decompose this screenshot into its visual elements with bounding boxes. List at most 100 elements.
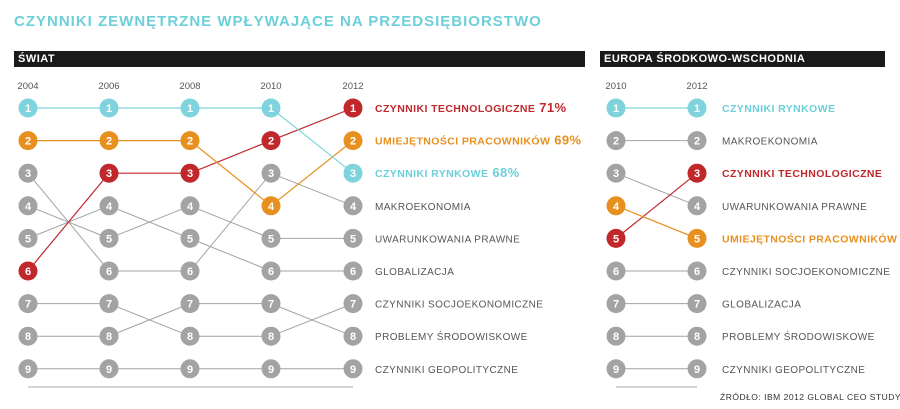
ce-rank-number: 3 (694, 168, 700, 180)
ce-rank-number: 8 (694, 331, 700, 343)
world-rank-number: 9 (350, 364, 356, 376)
world-rank-number: 4 (187, 201, 194, 213)
world-rank-number: 1 (187, 103, 193, 115)
world-rank-marker (261, 326, 281, 346)
world-series-line (270, 303, 354, 337)
world-series-line (270, 107, 354, 174)
world-rank-marker (180, 261, 200, 281)
ce-series-label: UMIEJĘTNOŚCI PRACOWNIKÓW (722, 232, 897, 245)
world-rank-marker (343, 228, 363, 248)
ce-rank-number: 4 (613, 201, 620, 213)
ce-rank-marker (606, 196, 626, 216)
ce-rank-number: 5 (694, 233, 700, 245)
ce-series-label: UWARUNKOWANIA PRAWNE (722, 202, 867, 213)
world-rank-marker (261, 294, 281, 314)
ce-rank-marker (606, 98, 626, 118)
world-rank-marker (18, 196, 38, 216)
world-series-label: CZYNNIKI TECHNOLOGICZNE 71% (375, 100, 567, 115)
world-rank-marker (99, 294, 119, 314)
world-rank-marker (18, 359, 38, 379)
world-series-line (27, 172, 110, 272)
ce-series-line (615, 172, 698, 239)
world-series-line (189, 237, 272, 272)
ce-rank-number: 6 (613, 266, 619, 278)
ce-rank-number: 6 (694, 266, 700, 278)
ce-rank-marker (687, 131, 707, 151)
world-rank-marker (99, 228, 119, 248)
world-rank-marker (180, 196, 200, 216)
world-value-label: 71% (539, 100, 566, 115)
world-rank-marker (180, 294, 200, 314)
world-rank-number: 5 (350, 233, 356, 245)
world-rank-marker (18, 228, 38, 248)
world-rank-marker (18, 261, 38, 281)
world-rank-number: 4 (268, 201, 275, 213)
ce-rank-marker (687, 326, 707, 346)
world-year-label: 2004 (17, 81, 38, 92)
ce-rank-marker (606, 261, 626, 281)
world-series-label: UMIEJĘTNOŚCI PRACOWNIKÓW 69% (375, 133, 582, 148)
world-rank-number: 8 (268, 331, 274, 343)
ce-rank-marker (606, 359, 626, 379)
world-rank-marker (343, 359, 363, 379)
world-series-label: UWARUNKOWANIA PRAWNE (375, 234, 520, 245)
world-series-line (108, 205, 191, 239)
world-rank-marker (180, 98, 200, 118)
world-rank-number: 7 (350, 299, 356, 311)
world-rank-number: 9 (268, 364, 274, 376)
world-rank-number: 8 (25, 331, 31, 343)
world-rank-marker (343, 326, 363, 346)
world-rank-number: 6 (106, 266, 112, 278)
world-year-label: 2012 (342, 81, 363, 92)
world-rank-marker (261, 228, 281, 248)
world-rank-marker (99, 163, 119, 183)
world-rank-number: 6 (187, 266, 193, 278)
world-year-label: 2006 (98, 81, 119, 92)
world-rank-number: 1 (268, 103, 274, 115)
world-rank-number: 1 (25, 103, 31, 115)
world-series-label: CZYNNIKI SOCJOEKONOMICZNE (375, 300, 543, 311)
world-rank-number: 2 (350, 136, 356, 148)
world-rank-marker (180, 163, 200, 183)
world-rank-marker (18, 98, 38, 118)
world-rank-number: 9 (187, 364, 193, 376)
world-rank-number: 9 (25, 364, 31, 376)
world-rank-marker (261, 131, 281, 151)
world-rank-marker (18, 294, 38, 314)
world-rank-number: 2 (25, 136, 31, 148)
world-series-line (189, 140, 272, 174)
ce-rank-marker (687, 196, 707, 216)
world-series-label: CZYNNIKI GEOPOLITYCZNE (375, 365, 518, 376)
world-rank-number: 2 (106, 136, 112, 148)
ce-series-label: CZYNNIKI GEOPOLITYCZNE (722, 365, 865, 376)
world-rank-number: 3 (25, 168, 31, 180)
world-series-label: PROBLEMY ŚRODOWISKOWE (375, 330, 528, 343)
ce-rank-marker (606, 294, 626, 314)
world-rank-number: 7 (25, 299, 31, 311)
world-rank-number: 3 (350, 168, 356, 180)
ce-year-label: 2010 (605, 81, 626, 92)
world-rank-marker (261, 163, 281, 183)
world-rank-marker (18, 163, 38, 183)
ce-labels: 2010 2012 MAKROEKONOMIA UWARUNKOWANIA PRAWN… (605, 81, 897, 376)
world-series-line (189, 140, 272, 207)
world-rank-marker (180, 131, 200, 151)
world-rank-number: 5 (187, 233, 193, 245)
world-rank-marker (180, 359, 200, 379)
world-rank-marker (180, 228, 200, 248)
world-series-label: GLOBALIZACJA (375, 267, 454, 278)
world-rank-number: 7 (187, 299, 193, 311)
world-rank-number: 5 (106, 233, 112, 245)
world-rank-marker (261, 98, 281, 118)
ce-series-label: PROBLEMY ŚRODOWISKOWE (722, 330, 875, 343)
world-rank-marker (343, 98, 363, 118)
ce-markers: 2 2 3 4 6 6 7 7 8 8 9 9 1 1 5 3 4 5 (606, 98, 707, 379)
ce-rank-marker (687, 228, 707, 248)
panel-header-central-europe: EUROPA ŚRODKOWO-WSCHODNIA (600, 51, 885, 67)
ce-rank-number: 1 (694, 103, 700, 115)
world-rank-marker (99, 131, 119, 151)
world-series-line (270, 107, 354, 142)
world-rank-marker (18, 326, 38, 346)
world-rank-number: 8 (187, 331, 193, 343)
